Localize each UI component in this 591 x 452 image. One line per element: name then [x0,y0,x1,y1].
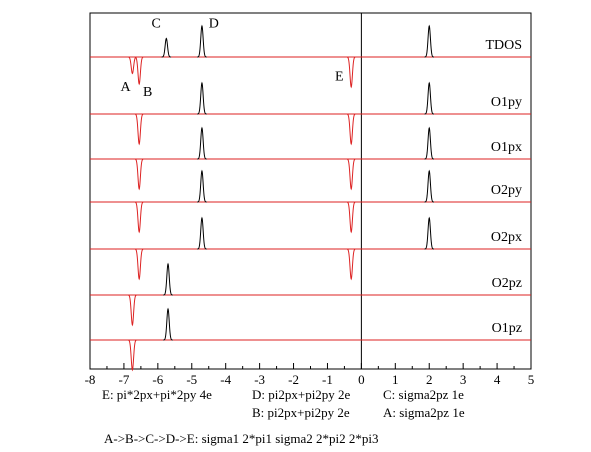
panel-o1py: O1py [90,81,531,146]
spin-down-peak [127,294,138,327]
panel-label: O1pz [492,321,522,336]
x-tick-label: -3 [254,372,265,387]
peak-label-c: C [151,17,160,32]
x-tick-label: -4 [220,372,231,387]
spin-down-peak [134,248,144,281]
panels-layer: TDOS O1py O1px O2py O2px O2pz O1pz [90,24,531,372]
panel-label: TDOS [485,38,522,53]
x-tick-label: -5 [186,372,197,387]
panel-label: O2px [491,230,522,245]
peak-label-e: E [335,69,344,84]
x-tick-label: -2 [288,372,299,387]
x-tick-label: 1 [392,372,399,387]
spin-down-peak [346,56,356,89]
spin-down-peak [134,158,144,191]
spin-up-peak [197,169,207,203]
panel-tdos: TDOS [90,24,531,89]
annotations-layer: C D A B E [121,17,344,100]
spin-up-peak [197,216,207,250]
peak-label-a: A [121,80,132,95]
spin-down-peak [346,158,356,191]
panel-label: O2pz [492,276,522,291]
peak-label-d: D [209,17,219,32]
panel-o2pz: O2pz [90,262,531,327]
x-tick-label: 3 [460,372,467,387]
panel-o2py: O2py [90,169,531,234]
spin-up-peak [197,81,207,115]
spin-down-peak [134,113,144,146]
spin-up-peak [163,307,173,341]
panel-label: O1py [491,95,522,110]
x-tick-label: -1 [322,372,333,387]
spin-down-peak [346,113,356,146]
spin-up-peak [161,37,172,58]
spin-up-peak [197,126,207,160]
x-tick-label: 4 [494,372,501,387]
spin-up-peak [424,24,435,58]
panel-o1pz: O1pz [90,307,531,372]
panel-label: O2py [491,183,522,198]
spin-up-peak [163,262,173,296]
spin-up-peak [424,81,435,115]
panel-o1px: O1px [90,126,531,191]
spin-down-peak [127,339,138,372]
legend-note-c: C: sigma2pz 1e [383,387,464,402]
x-tick-label: -7 [119,372,130,387]
legend-note-a: A: sigma2pz 1e [383,405,465,420]
legend-note-b: B: pi2px+pi2py 2e [252,405,350,420]
legend-note-e: E: pi*2px+pi*2py 4e [102,387,212,402]
x-tick-label: 5 [528,372,535,387]
spin-down-peak [134,56,144,86]
x-tick-label: 0 [358,372,365,387]
x-tick-label: 2 [426,372,433,387]
panel-label: O1px [491,140,522,155]
x-axis: -8 -7 -6 -5 -4 -3 -2 -1 0 1 2 3 4 5 [85,363,535,387]
panel-o2px: O2px [90,216,531,281]
spin-up-peak [424,126,435,160]
spin-down-peak [134,201,144,234]
spin-down-peak [346,248,356,281]
spin-up-peak [424,216,435,250]
spin-down-peak [346,201,356,234]
spin-up-peak [424,169,435,203]
spin-down-peak [127,56,138,75]
peak-label-b: B [143,85,152,100]
x-tick-label: -8 [85,372,96,387]
sequence-note: A->B->C->D->E: sigma1 2*pi1 sigma2 2*pi2… [104,431,379,446]
x-tick-label: -6 [152,372,163,387]
legend-note-d: D: pi2px+pi2py 2e [252,387,351,402]
spin-up-peak [197,24,207,58]
plot-frame [89,12,532,370]
